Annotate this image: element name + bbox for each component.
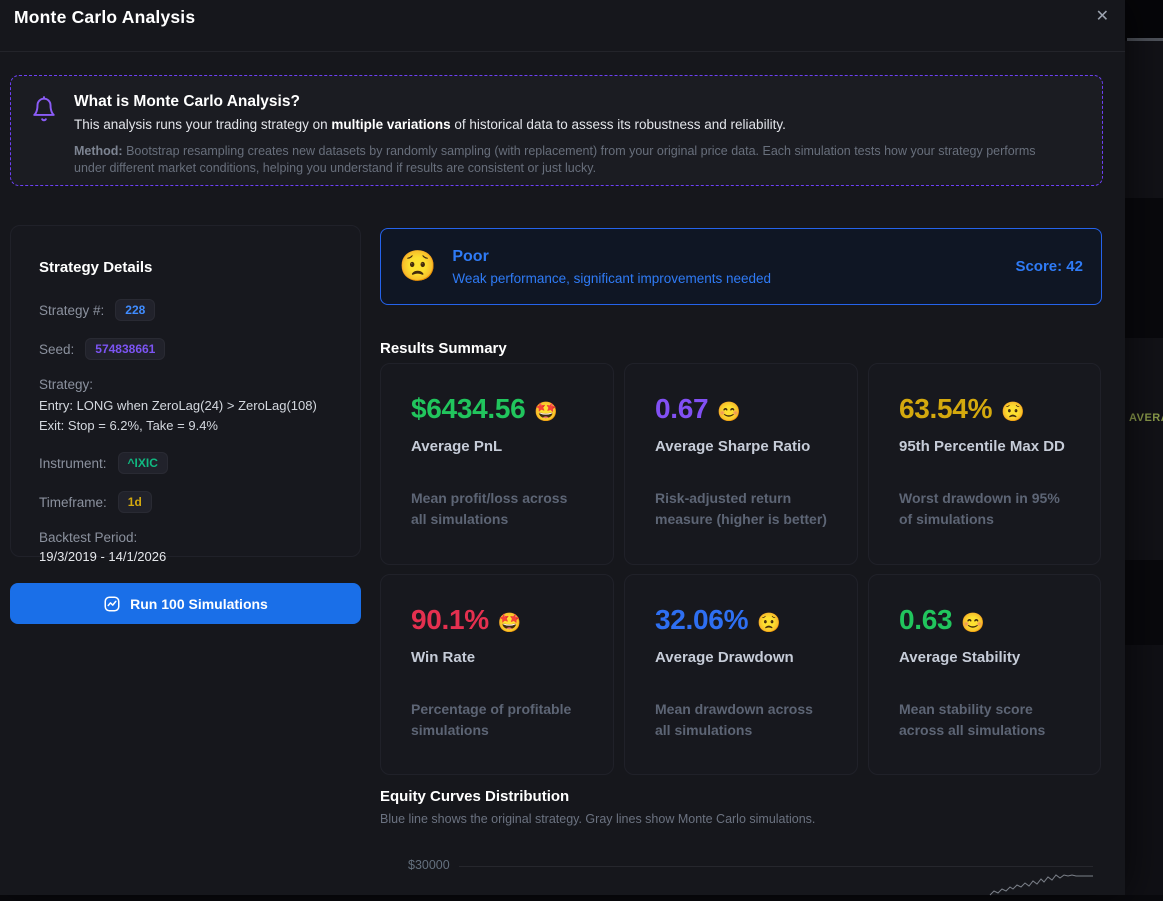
equity-curves-heading: Equity Curves Distribution	[380, 788, 570, 805]
run-simulations-button[interactable]: Run 100 Simulations	[10, 583, 361, 624]
modal-title: Monte Carlo Analysis	[14, 7, 196, 27]
background-section	[1125, 645, 1163, 895]
strategy-details-card: Strategy Details Strategy #: 228 Seed: 5…	[10, 225, 361, 564]
strategy-number-row: Strategy #: 228	[39, 299, 332, 321]
background-section	[1125, 0, 1163, 40]
background-section	[1125, 198, 1163, 338]
metric-description: Mean profit/loss across all simulations	[411, 490, 568, 527]
strategy-label: Strategy:	[39, 377, 94, 392]
rating-texts: Poor Weak performance, significant impro…	[452, 248, 771, 286]
rating-description: Weak performance, significant improvemen…	[452, 270, 772, 286]
metric-card-average-pnl: $6434.56 🤩 Average PnL Mean profit/loss a…	[380, 363, 614, 565]
metric-value: 0.67	[655, 393, 709, 424]
seed-row: Seed: 574838661	[39, 338, 332, 360]
metric-card-average-stability: 0.63 😊 Average Stability Mean stability s…	[868, 574, 1101, 775]
results-summary-heading: Results Summary	[380, 340, 507, 357]
equity-curve-line	[980, 868, 1095, 901]
metric-value: 32.06%	[655, 604, 749, 635]
metric-title: Average Drawdown	[655, 649, 794, 666]
metric-value: $6434.56	[411, 393, 526, 424]
metric-description: Mean stability score across all simulati…	[899, 701, 1046, 738]
backtest-period-value: 19/3/2019 - 14/1/2026	[39, 549, 167, 564]
metric-card-95th-percentile-max-dd: 63.54% 😟 95th Percentile Max DD Worst dra…	[868, 363, 1101, 565]
metric-title: Average Stability	[899, 649, 1021, 666]
equity-curves-subtitle: Blue line shows the original strategy. G…	[380, 812, 816, 826]
info-body-bold: multiple variations	[331, 117, 451, 132]
strategy-rule-text: Entry: LONG when ZeroLag(24) > ZeroLag(1…	[39, 398, 317, 433]
info-method-label: Method:	[74, 144, 123, 158]
worried-face-emoji: 😟	[757, 613, 781, 634]
info-body: This analysis runs your trading strategy…	[74, 117, 1064, 132]
metric-value: 63.54%	[899, 393, 993, 424]
metric-title: Win Rate	[411, 649, 476, 666]
metric-card-average-sharpe: 0.67 😊 Average Sharpe Ratio Risk-adjusted…	[624, 363, 858, 565]
strategy-details-heading: Strategy Details	[39, 259, 153, 276]
rating-score: Score: 42	[1015, 258, 1083, 275]
strategy-number-label: Strategy #:	[39, 302, 105, 318]
rating-box: 😟 Poor Weak performance, significant imp…	[380, 228, 1102, 305]
background-section	[1125, 338, 1163, 560]
metric-card-average-drawdown: 32.06% 😟 Average Drawdown Mean drawdown a…	[624, 574, 858, 775]
instrument-row: Instrument: ^IXIC	[39, 452, 332, 474]
info-text: What is Monte Carlo Analysis? This analy…	[74, 93, 1064, 175]
metric-description: Mean drawdown across all simulations	[655, 701, 813, 738]
strategy-number-badge: 228	[115, 299, 156, 321]
metric-description: Percentage of profitable simulations	[411, 701, 572, 738]
chart-zigzag-icon	[103, 595, 121, 613]
run-simulations-label: Run 100 Simulations	[130, 595, 268, 612]
smiling-face-emoji: 😊	[961, 613, 985, 634]
metric-value: 90.1%	[411, 604, 489, 635]
seed-label: Seed:	[39, 341, 75, 357]
metrics-grid: $6434.56 🤩 Average PnL Mean profit/loss a…	[380, 363, 1102, 775]
metric-title: 95th Percentile Max DD	[899, 438, 1065, 455]
metric-card-win-rate: 90.1% 🤩 Win Rate Percentage of profitable…	[380, 574, 614, 775]
background-section	[1125, 41, 1163, 198]
star-struck-emoji: 🤩	[497, 613, 522, 634]
info-method: Method: Bootstrap resampling creates new…	[74, 143, 1064, 177]
timeframe-label: Timeframe:	[39, 494, 107, 510]
info-method-text: Bootstrap resampling creates new dataset…	[74, 144, 1036, 175]
background-partial-text: AVERA	[1129, 412, 1163, 424]
metric-title: Average PnL	[411, 438, 503, 455]
background-section	[1125, 560, 1163, 645]
metric-description: Worst drawdown in 95% of simulations	[899, 490, 1060, 527]
worried-face-emoji: 😟	[399, 250, 437, 283]
info-body-prefix: This analysis runs your trading strategy…	[74, 117, 332, 132]
metric-value: 0.63	[899, 604, 953, 635]
star-struck-emoji: 🤩	[534, 402, 559, 423]
timeframe-badge: 1d	[117, 491, 152, 513]
bell-icon	[31, 93, 57, 168]
instrument-badge: ^IXIC	[117, 452, 168, 474]
seed-badge: 574838661	[85, 338, 166, 360]
chart-gridline	[459, 866, 1093, 867]
metric-title: Average Sharpe Ratio	[655, 438, 811, 455]
monte-carlo-modal: Monte Carlo Analysis ✕ What is Monte Car…	[0, 0, 1125, 896]
smiling-face-emoji: 😊	[717, 402, 741, 423]
chart-y-axis-tick: $30000	[408, 858, 450, 872]
info-body-suffix: of historical data to assess its robustn…	[450, 117, 786, 132]
rating-label: Poor	[452, 247, 489, 265]
worried-face-emoji: 😟	[1001, 402, 1025, 423]
info-heading: What is Monte Carlo Analysis?	[74, 93, 300, 110]
timeframe-row: Timeframe: 1d	[39, 491, 332, 513]
metric-description: Risk-adjusted return measure (higher is …	[655, 490, 827, 527]
backtest-period-label: Backtest Period:	[39, 530, 138, 545]
info-box: What is Monte Carlo Analysis? This analy…	[10, 75, 1103, 186]
instrument-label: Instrument:	[39, 455, 107, 471]
close-icon[interactable]: ✕	[1096, 6, 1109, 28]
modal-header: Monte Carlo Analysis ✕	[0, 0, 1125, 52]
background-divider	[1127, 38, 1163, 41]
